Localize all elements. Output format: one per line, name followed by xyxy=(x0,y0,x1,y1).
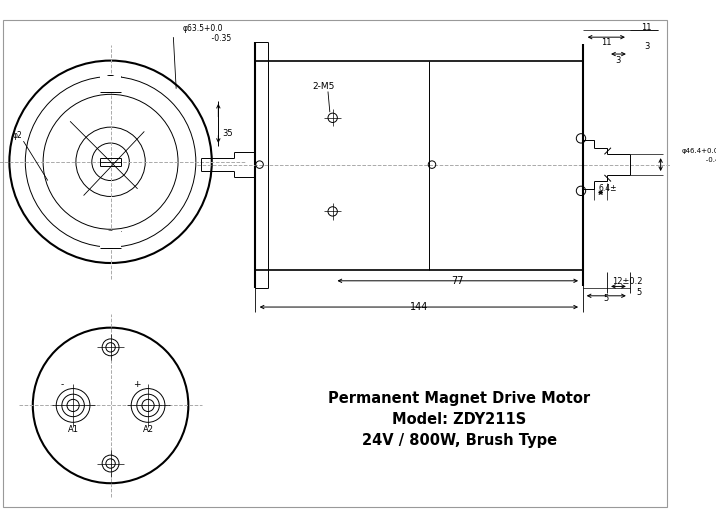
Text: φ46.4+0.0: φ46.4+0.0 xyxy=(681,148,716,155)
Text: φ63.5+0.0
            -0.35: φ63.5+0.0 -0.35 xyxy=(183,24,231,43)
Bar xyxy=(100,76,121,93)
Text: 11: 11 xyxy=(601,38,611,47)
Text: A1: A1 xyxy=(67,426,79,434)
Text: 2-M5: 2-M5 xyxy=(312,83,334,92)
Text: 6.4±: 6.4± xyxy=(599,184,617,193)
Text: 3: 3 xyxy=(616,56,621,65)
Text: -0.4: -0.4 xyxy=(681,157,716,163)
Text: 3: 3 xyxy=(644,42,649,51)
Text: A2: A2 xyxy=(142,426,153,434)
Text: Permanent Magnet Drive Motor: Permanent Magnet Drive Motor xyxy=(328,391,590,407)
Bar xyxy=(100,231,121,248)
Text: 35: 35 xyxy=(222,129,233,138)
Text: 5: 5 xyxy=(637,288,642,298)
Text: +: + xyxy=(133,380,140,389)
Text: φ2: φ2 xyxy=(12,131,22,140)
Text: 144: 144 xyxy=(410,302,428,312)
Text: 5: 5 xyxy=(604,294,609,303)
Text: 12±0.2: 12±0.2 xyxy=(613,277,643,286)
Text: -: - xyxy=(60,380,64,389)
Text: 11: 11 xyxy=(642,23,652,32)
Text: 77: 77 xyxy=(452,276,464,286)
Text: 24V / 800W, Brush Type: 24V / 800W, Brush Type xyxy=(362,432,557,448)
Text: Model: ZDY211S: Model: ZDY211S xyxy=(392,412,526,427)
